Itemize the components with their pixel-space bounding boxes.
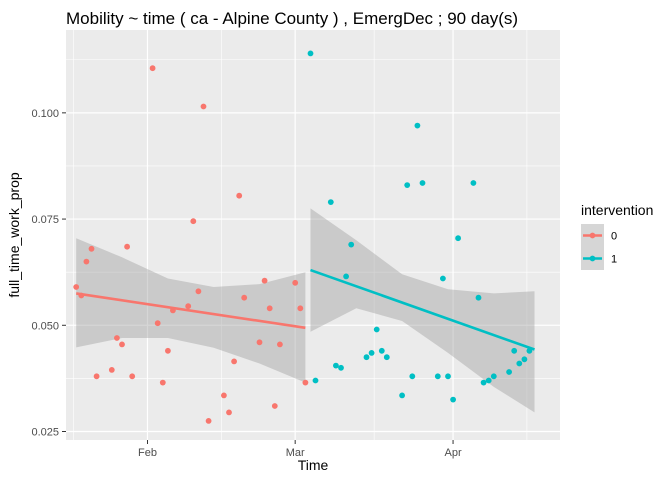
x-tick-label: Mar <box>286 447 305 459</box>
data-point-1 <box>455 235 461 242</box>
data-point-0 <box>205 418 212 424</box>
data-point-1 <box>440 275 446 282</box>
data-point-1 <box>434 373 441 380</box>
legend-label-0: 0 <box>611 231 617 243</box>
data-point-0 <box>93 373 100 380</box>
data-point-1 <box>312 377 319 384</box>
data-point-1 <box>414 122 421 129</box>
data-point-0 <box>200 103 207 110</box>
data-point-0 <box>266 305 273 312</box>
data-point-0 <box>170 307 176 314</box>
data-point-1 <box>485 377 492 384</box>
x-tick-label: Feb <box>138 447 157 459</box>
y-tick-label: 0.025 <box>31 427 59 439</box>
x-tick-label: Apr <box>444 447 461 459</box>
data-point-1 <box>363 354 370 361</box>
y-tick-label: 0.100 <box>31 108 59 120</box>
y-axis-title: full_time_work_prop <box>6 172 22 297</box>
data-point-1 <box>409 373 416 380</box>
data-point-1 <box>445 373 451 380</box>
legend-label-1: 1 <box>611 254 617 266</box>
data-point-0 <box>124 243 130 250</box>
data-point-0 <box>83 258 90 265</box>
data-point-1 <box>490 373 497 380</box>
legend-key-point-1 <box>589 255 596 262</box>
data-point-0 <box>302 379 309 386</box>
legend: intervention 01 <box>581 202 653 270</box>
chart-title: Mobility ~ time ( ca - Alpine County ) ,… <box>66 9 518 28</box>
data-point-1 <box>368 350 375 356</box>
legend-title: intervention <box>581 202 653 218</box>
data-point-1 <box>450 396 456 403</box>
data-point-0 <box>129 373 136 380</box>
data-point-1 <box>404 182 411 189</box>
data-point-1 <box>343 273 349 280</box>
data-point-1 <box>399 392 405 399</box>
data-point-0 <box>114 335 120 341</box>
data-point-1 <box>383 354 390 361</box>
data-point-0 <box>190 218 197 225</box>
fit-line-1 <box>310 268 535 351</box>
data-point-0 <box>241 294 248 301</box>
y-tick-label: 0.050 <box>31 320 59 332</box>
data-point-0 <box>292 279 299 286</box>
data-point-1 <box>470 180 477 186</box>
data-point-0 <box>185 303 192 310</box>
data-point-0 <box>159 379 166 386</box>
legend-keys: 01 <box>581 224 617 270</box>
data-point-0 <box>261 277 268 284</box>
grid-major <box>66 30 560 440</box>
data-point-1 <box>307 50 314 57</box>
data-point-1 <box>480 379 487 386</box>
data-point-1 <box>516 360 523 367</box>
data-point-1 <box>373 326 380 333</box>
y-tick-label: 0.075 <box>31 214 59 226</box>
data-point-1 <box>333 362 339 369</box>
data-point-1 <box>327 199 334 206</box>
x-axis-ticks: Feb Mar Apr <box>138 440 462 459</box>
data-point-0 <box>108 367 115 373</box>
data-point-1 <box>526 347 533 354</box>
data-point-0 <box>271 403 278 409</box>
data-point-0 <box>88 245 95 252</box>
plot-panel <box>66 30 560 440</box>
data-point-0 <box>256 339 263 346</box>
data-point-1 <box>521 356 528 363</box>
data-point-0 <box>231 358 238 365</box>
data-point-0 <box>277 341 283 348</box>
data-point-0 <box>221 392 227 399</box>
data-point-0 <box>226 409 232 416</box>
data-point-1 <box>475 294 482 301</box>
y-axis-ticks: 0.025 0.050 0.075 0.100 <box>31 108 66 439</box>
data-point-0 <box>236 192 243 199</box>
data-point-1 <box>378 347 385 354</box>
data-point-1 <box>506 369 512 375</box>
legend-key-point-0 <box>589 232 596 239</box>
x-axis-title: Time <box>298 457 329 473</box>
data-point-0 <box>78 292 85 299</box>
data-point-1 <box>338 364 344 371</box>
fit-lines <box>75 268 535 351</box>
data-point-0 <box>195 288 202 295</box>
data-point-0 <box>165 347 171 354</box>
data-point-0 <box>119 341 125 348</box>
data-point-1 <box>419 180 426 186</box>
data-points <box>73 50 533 424</box>
data-point-1 <box>348 241 355 248</box>
data-point-1 <box>511 347 518 354</box>
data-point-0 <box>154 320 161 327</box>
data-point-0 <box>149 65 156 72</box>
data-point-0 <box>73 284 80 290</box>
fit-line-0 <box>75 292 306 330</box>
data-point-0 <box>297 305 304 312</box>
